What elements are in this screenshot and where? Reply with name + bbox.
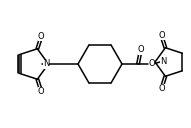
Text: O: O bbox=[158, 31, 165, 40]
Text: N: N bbox=[160, 57, 166, 67]
Text: O: O bbox=[158, 84, 165, 93]
Text: O: O bbox=[38, 87, 45, 96]
Text: O: O bbox=[38, 32, 45, 41]
Text: N: N bbox=[43, 60, 49, 68]
Text: O: O bbox=[138, 45, 144, 55]
Text: O: O bbox=[149, 60, 155, 68]
